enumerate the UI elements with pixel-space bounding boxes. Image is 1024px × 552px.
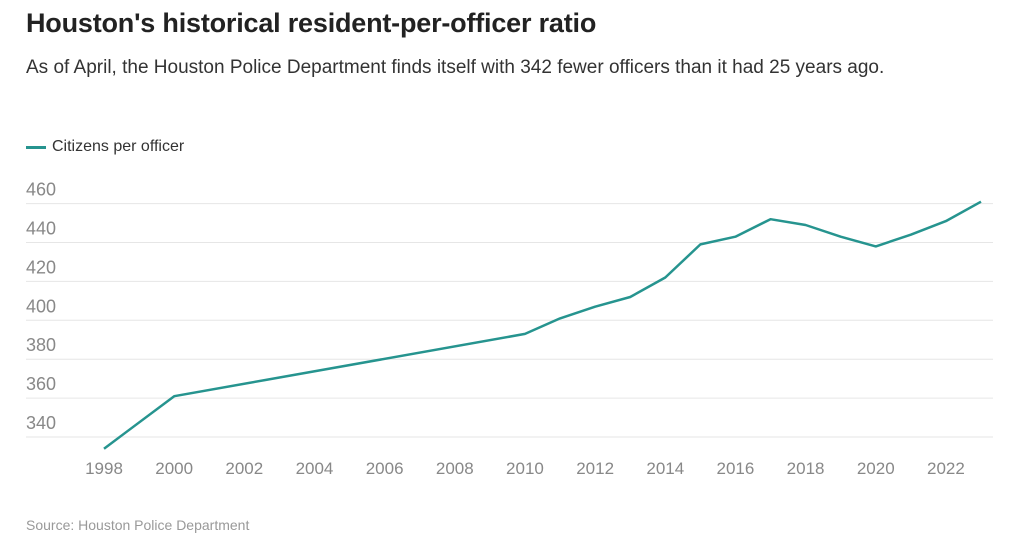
chart-subtitle: As of April, the Houston Police Departme… xyxy=(26,57,885,78)
x-tick-label: 1998 xyxy=(85,459,123,478)
x-tick-label: 2016 xyxy=(717,459,755,478)
x-tick-label: 2000 xyxy=(155,459,193,478)
gridlines xyxy=(26,203,993,438)
x-tick-label: 2004 xyxy=(296,459,334,478)
x-tick-label: 2002 xyxy=(225,459,263,478)
y-tick-label: 400 xyxy=(26,296,56,316)
x-tick-label: 2020 xyxy=(857,459,895,478)
y-axis-ticks: 340 360 380 400 420 440 460 xyxy=(26,180,56,433)
y-tick-label: 340 xyxy=(26,413,56,433)
series-line-citizens-per-officer xyxy=(103,200,982,450)
legend-label: Citizens per officer xyxy=(52,138,185,155)
y-tick-label: 360 xyxy=(26,374,56,394)
y-tick-label: 460 xyxy=(26,180,56,200)
x-tick-label: 2014 xyxy=(646,459,684,478)
x-axis-ticks: 1998 2000 2002 2004 2006 2008 2010 2012 2014 2016… xyxy=(85,459,965,478)
x-tick-label: 2018 xyxy=(787,459,825,478)
y-tick-label: 440 xyxy=(26,219,56,239)
x-tick-label: 2006 xyxy=(366,459,404,478)
chart-title: Houston's historical resident-per-office… xyxy=(26,8,597,38)
y-tick-label: 380 xyxy=(26,335,56,355)
x-tick-label: 2008 xyxy=(436,459,474,478)
legend-swatch xyxy=(26,145,46,149)
x-tick-label: 2012 xyxy=(576,459,614,478)
source-note: Source: Houston Police Department xyxy=(26,517,250,533)
series-group xyxy=(103,200,982,450)
legend: Citizens per officer xyxy=(26,138,184,156)
y-tick-label: 420 xyxy=(26,257,56,277)
x-tick-label: 2010 xyxy=(506,459,544,478)
x-tick-label: 2022 xyxy=(927,459,965,478)
